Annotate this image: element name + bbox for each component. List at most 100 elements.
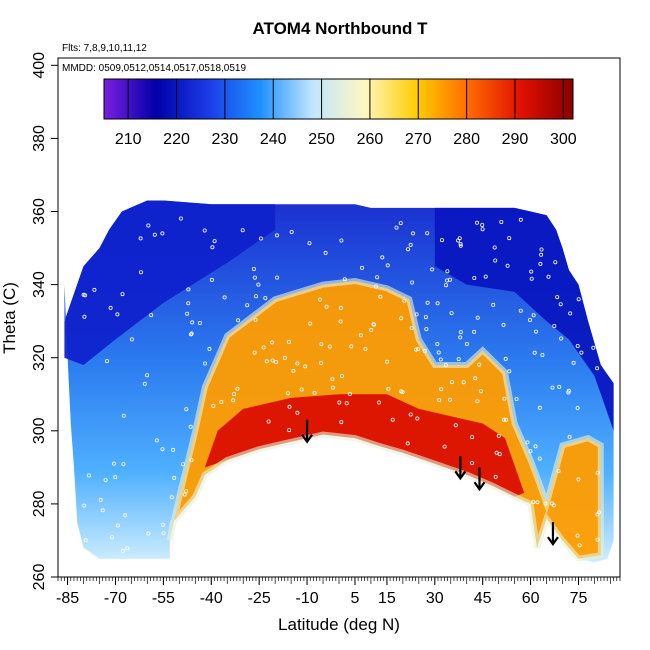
colorbar-tick-label: 210 bbox=[115, 131, 142, 148]
observation-point bbox=[567, 434, 572, 439]
colorbar bbox=[103, 78, 574, 120]
colorbar-tick-label: 280 bbox=[453, 131, 480, 148]
chart-title: ATOM4 Northbound T bbox=[252, 19, 428, 38]
x-tick-label: -10 bbox=[296, 590, 319, 607]
observation-point bbox=[121, 462, 126, 467]
observation-point bbox=[211, 403, 216, 408]
observation-point bbox=[435, 301, 440, 306]
observation-point bbox=[416, 347, 421, 352]
observation-point bbox=[312, 390, 317, 395]
observation-point bbox=[161, 531, 166, 536]
x-axis: -85 -70 -55 -40 -25 -10 5 15 30 45 60 75 bbox=[56, 576, 621, 607]
observation-point bbox=[319, 342, 324, 347]
observation-point bbox=[82, 314, 87, 319]
observation-point bbox=[376, 400, 381, 405]
observation-point bbox=[103, 478, 108, 483]
observation-point bbox=[558, 302, 563, 307]
observation-point bbox=[142, 381, 147, 386]
observation-point bbox=[344, 401, 349, 406]
observation-point bbox=[472, 329, 477, 334]
observation-point bbox=[534, 329, 539, 334]
observation-point bbox=[98, 497, 103, 502]
observation-point bbox=[436, 350, 441, 355]
observation-point bbox=[439, 387, 444, 392]
observation-point bbox=[469, 460, 474, 465]
observation-point bbox=[252, 275, 257, 280]
observation-point bbox=[202, 228, 207, 233]
observation-point bbox=[457, 236, 462, 241]
observation-point bbox=[295, 361, 300, 366]
observation-point bbox=[146, 223, 151, 228]
observation-point bbox=[410, 280, 415, 285]
arrow-marker bbox=[473, 467, 486, 492]
observation-point bbox=[494, 450, 499, 455]
observation-point bbox=[595, 512, 600, 517]
y-tick-label: 320 bbox=[31, 344, 48, 371]
observation-point bbox=[190, 320, 195, 325]
observation-point bbox=[444, 278, 449, 283]
observation-point bbox=[501, 417, 506, 422]
observation-point bbox=[339, 420, 344, 425]
observation-point bbox=[410, 231, 415, 236]
observation-point bbox=[507, 236, 512, 241]
observation-point bbox=[197, 320, 202, 325]
region-cold-stratosphere-south bbox=[64, 200, 276, 365]
observation-point bbox=[491, 302, 496, 307]
observation-point bbox=[566, 390, 571, 395]
observation-point bbox=[531, 500, 536, 505]
y-tick-label: 360 bbox=[31, 198, 48, 225]
observation-points bbox=[81, 216, 601, 553]
observation-point bbox=[575, 533, 580, 538]
observation-point bbox=[307, 241, 312, 246]
colorbar-tick-label: 250 bbox=[308, 131, 335, 148]
observation-point bbox=[453, 423, 458, 428]
observation-point bbox=[252, 350, 257, 355]
observation-point bbox=[92, 287, 97, 292]
observation-point bbox=[236, 318, 241, 323]
observation-point bbox=[531, 313, 536, 318]
observation-point bbox=[308, 321, 313, 326]
observation-point bbox=[120, 292, 125, 297]
observation-point bbox=[575, 343, 580, 348]
observation-point bbox=[359, 265, 364, 270]
observation-point bbox=[188, 332, 193, 337]
observation-point bbox=[529, 269, 534, 274]
observation-point bbox=[525, 440, 530, 445]
observation-point bbox=[408, 412, 413, 417]
observation-point bbox=[138, 270, 143, 275]
observation-point bbox=[539, 252, 544, 257]
y-tick-label: 400 bbox=[31, 52, 48, 79]
observation-point bbox=[566, 388, 571, 393]
observation-point bbox=[595, 537, 600, 542]
observation-point bbox=[472, 275, 477, 280]
observation-point bbox=[266, 419, 271, 424]
colorbar-tick-label: 230 bbox=[212, 131, 239, 148]
observation-point bbox=[129, 337, 134, 342]
observation-point bbox=[186, 287, 191, 292]
observation-point bbox=[447, 397, 452, 402]
arrow-marker bbox=[301, 419, 313, 444]
observation-point bbox=[330, 377, 335, 382]
observation-point bbox=[532, 350, 537, 355]
observation-point bbox=[146, 531, 151, 536]
observation-point bbox=[338, 319, 343, 324]
observation-point bbox=[470, 435, 475, 440]
observation-point bbox=[180, 462, 185, 467]
observation-point bbox=[443, 283, 448, 288]
observation-point bbox=[207, 346, 212, 351]
observation-point bbox=[540, 352, 545, 357]
observation-point bbox=[231, 398, 236, 403]
observation-point bbox=[188, 424, 193, 429]
observation-point bbox=[502, 396, 507, 401]
x-axis-label: Latitude (deg N) bbox=[278, 615, 400, 634]
observation-point bbox=[152, 232, 157, 237]
observation-point bbox=[571, 360, 576, 365]
observation-point bbox=[172, 475, 177, 480]
observation-point bbox=[182, 492, 187, 497]
y-axis-label: Theta (C) bbox=[0, 282, 19, 354]
observation-point bbox=[493, 474, 498, 479]
observation-point bbox=[475, 399, 480, 404]
observation-point bbox=[231, 392, 236, 397]
observation-point bbox=[160, 447, 165, 452]
observation-point bbox=[539, 247, 544, 252]
